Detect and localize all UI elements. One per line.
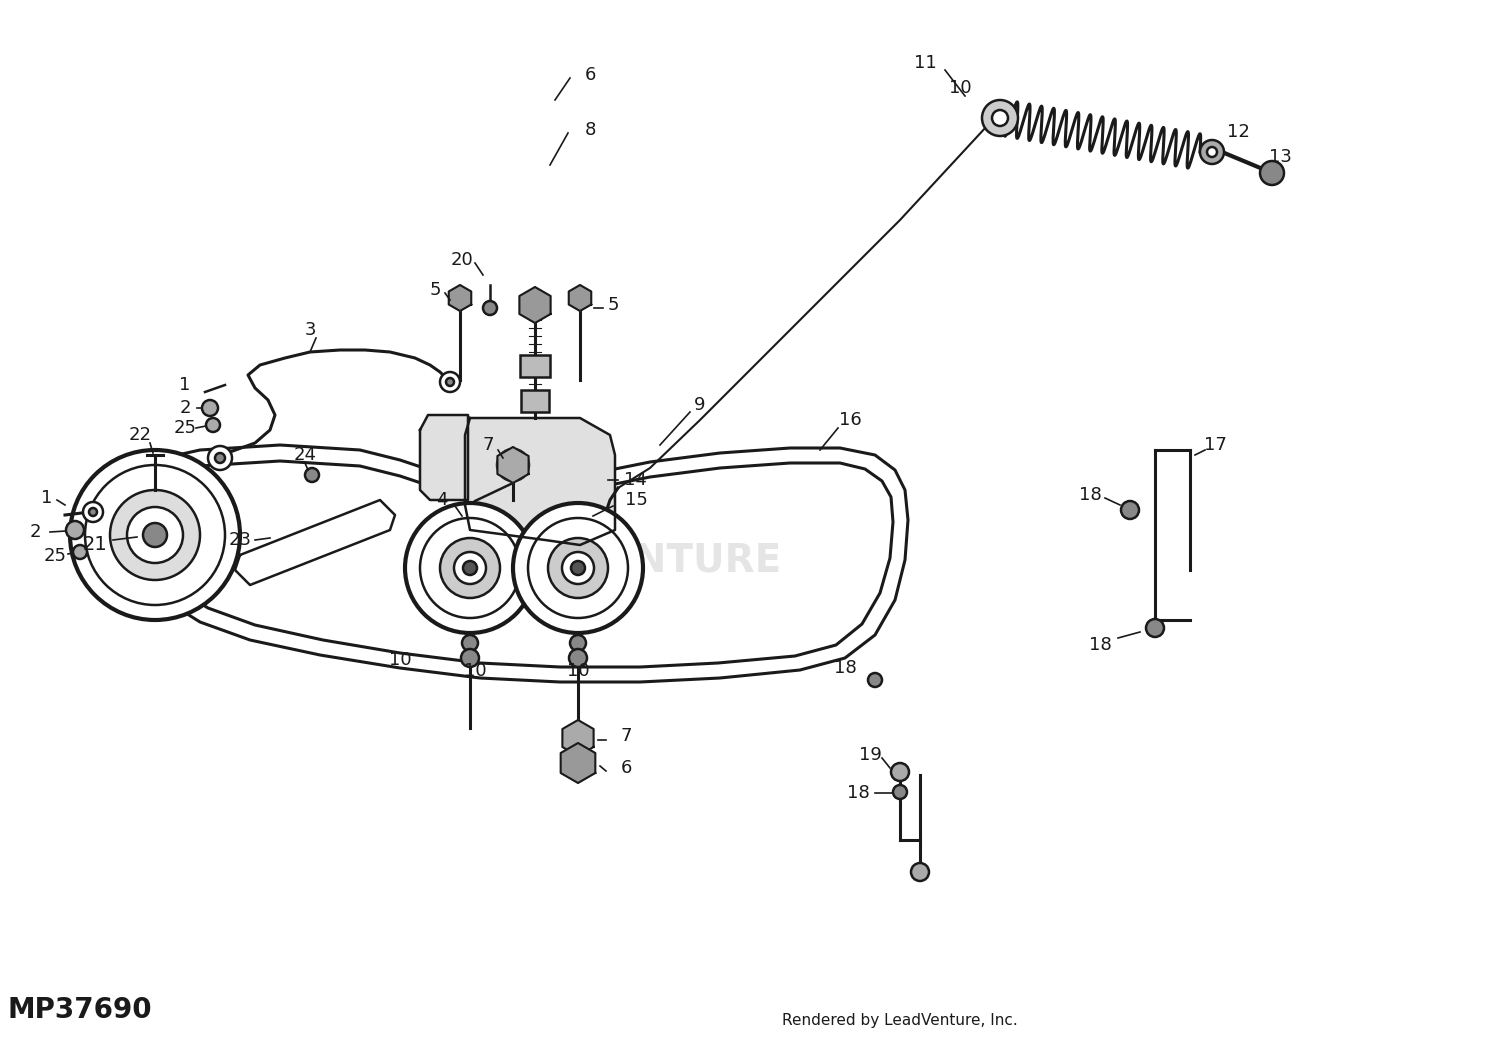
Circle shape	[88, 508, 98, 516]
Circle shape	[1200, 140, 1224, 164]
Text: 19: 19	[858, 746, 882, 764]
Circle shape	[460, 649, 478, 667]
Text: 16: 16	[839, 411, 861, 428]
Text: 23: 23	[228, 531, 252, 549]
Text: 25: 25	[44, 547, 66, 565]
Bar	[520, 390, 549, 412]
Text: 8: 8	[585, 121, 596, 139]
Circle shape	[572, 561, 585, 575]
Circle shape	[910, 863, 928, 881]
Circle shape	[548, 538, 608, 598]
Text: 12: 12	[1227, 123, 1250, 141]
Text: LEAD: LEAD	[503, 521, 616, 560]
Circle shape	[992, 110, 1008, 126]
Circle shape	[528, 518, 628, 618]
Text: 18: 18	[846, 784, 870, 802]
Text: 20: 20	[450, 251, 474, 269]
Polygon shape	[236, 500, 394, 584]
Circle shape	[405, 503, 536, 633]
Circle shape	[446, 378, 454, 386]
Bar	[520, 355, 550, 376]
Text: 15: 15	[624, 491, 648, 509]
Text: 10: 10	[464, 662, 486, 680]
Circle shape	[420, 518, 520, 618]
Polygon shape	[519, 287, 550, 323]
Circle shape	[209, 446, 232, 470]
Polygon shape	[465, 418, 615, 545]
Circle shape	[1146, 619, 1164, 636]
Text: 14: 14	[624, 471, 646, 489]
Text: 24: 24	[294, 446, 316, 464]
Circle shape	[74, 545, 87, 560]
Circle shape	[892, 785, 908, 799]
Circle shape	[440, 538, 500, 598]
Circle shape	[513, 503, 644, 633]
Text: 22: 22	[129, 426, 152, 444]
Circle shape	[570, 635, 586, 651]
Text: 9: 9	[694, 396, 705, 414]
Circle shape	[454, 552, 486, 584]
Text: VENTURE: VENTURE	[578, 541, 782, 579]
Text: 5: 5	[608, 296, 618, 314]
Text: 18: 18	[834, 659, 856, 677]
Text: 11: 11	[914, 54, 936, 72]
Text: 6: 6	[621, 759, 632, 777]
Circle shape	[214, 453, 225, 463]
Circle shape	[483, 301, 496, 315]
Text: 10: 10	[567, 662, 590, 680]
Circle shape	[142, 523, 166, 547]
Text: 2: 2	[180, 399, 190, 417]
Text: 6: 6	[585, 66, 596, 84]
Circle shape	[202, 400, 217, 416]
Text: 1: 1	[180, 376, 190, 394]
Circle shape	[1208, 147, 1216, 157]
Circle shape	[86, 465, 225, 605]
Circle shape	[1260, 161, 1284, 185]
Text: 1: 1	[42, 489, 52, 506]
Text: 7: 7	[483, 436, 494, 454]
Circle shape	[70, 450, 240, 620]
Polygon shape	[562, 720, 594, 756]
Circle shape	[440, 372, 460, 392]
Circle shape	[206, 418, 220, 432]
Text: 10: 10	[388, 651, 411, 669]
Circle shape	[462, 635, 478, 651]
Text: 3: 3	[304, 321, 315, 339]
Circle shape	[891, 763, 909, 781]
Circle shape	[562, 552, 594, 584]
Polygon shape	[568, 285, 591, 311]
Text: 7: 7	[621, 727, 632, 745]
Text: 5: 5	[429, 281, 441, 300]
Polygon shape	[561, 743, 596, 783]
Text: 17: 17	[1203, 436, 1227, 454]
Circle shape	[128, 506, 183, 563]
Circle shape	[506, 457, 520, 473]
Circle shape	[464, 561, 477, 575]
Circle shape	[66, 521, 84, 539]
Circle shape	[110, 490, 200, 580]
Circle shape	[868, 673, 882, 687]
Text: Rendered by LeadVenture, Inc.: Rendered by LeadVenture, Inc.	[782, 1013, 1018, 1028]
Polygon shape	[498, 447, 528, 483]
Text: 25: 25	[174, 419, 196, 437]
Polygon shape	[420, 415, 468, 500]
Text: 18: 18	[1078, 486, 1101, 504]
Circle shape	[496, 449, 530, 480]
Polygon shape	[448, 285, 471, 311]
Circle shape	[1120, 501, 1138, 519]
Circle shape	[304, 468, 320, 482]
Circle shape	[982, 100, 1018, 136]
Text: 13: 13	[1269, 148, 1292, 166]
Text: 2: 2	[30, 523, 40, 541]
Circle shape	[568, 649, 586, 667]
Text: 4: 4	[436, 491, 447, 509]
Text: 18: 18	[1089, 636, 1112, 654]
Text: MP37690: MP37690	[8, 996, 153, 1024]
Text: 10: 10	[948, 79, 972, 97]
Circle shape	[82, 502, 104, 522]
Text: 21: 21	[82, 536, 108, 554]
